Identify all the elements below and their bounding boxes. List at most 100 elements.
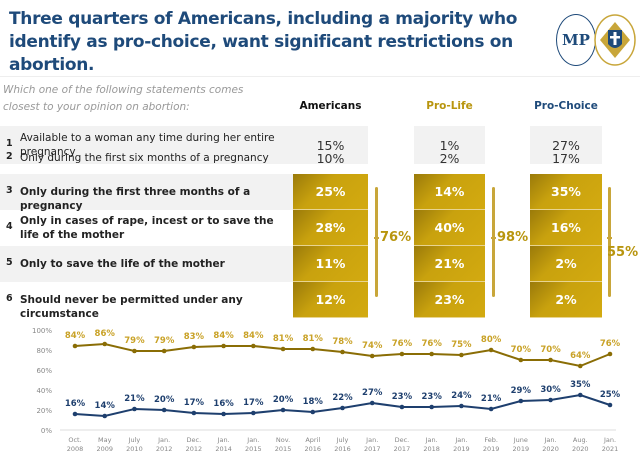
x-tick-label: Jan. 2018 (423, 436, 440, 453)
data-point (310, 346, 316, 352)
data-point (221, 411, 226, 417)
data-point (429, 404, 434, 410)
data-point (161, 407, 167, 413)
y-tick-label: 20% (36, 407, 52, 415)
y-tick-label: 40% (36, 387, 52, 395)
data-label: 35% (570, 380, 591, 390)
data-point (459, 403, 464, 409)
data-point (102, 341, 108, 347)
value-cell: 27% (530, 126, 602, 164)
data-label: 84% (213, 331, 234, 341)
data-label: 30% (540, 385, 561, 395)
x-tick-label: May 2009 (96, 436, 113, 453)
value-cell: 2% (439, 150, 460, 166)
column-header-pro-choice: Pro-Choice (534, 100, 598, 112)
data-point (221, 343, 226, 349)
y-tick-label: 80% (36, 347, 52, 355)
row-background (0, 246, 293, 282)
value-cell: 2% (530, 282, 602, 318)
x-tick-label: Dec. 2017 (394, 436, 411, 453)
value-cell: 11% (293, 246, 368, 282)
data-label: 14% (95, 401, 116, 411)
data-label: 23% (421, 392, 442, 402)
page-title: Three quarters of Americans, including a… (9, 9, 518, 75)
data-label: 84% (243, 331, 264, 341)
x-tick-label: Nov. 2015 (275, 436, 292, 453)
data-label: 20% (273, 395, 294, 405)
data-point (191, 410, 197, 416)
data-label: 79% (154, 336, 175, 346)
data-label: 74% (362, 341, 383, 351)
data-point (280, 407, 286, 413)
data-label: 84% (65, 331, 86, 341)
table-row: 6 Should never be permitted under any cir… (0, 282, 640, 320)
total-americans: 76% (374, 230, 411, 245)
value-cell: 25% (293, 174, 368, 210)
data-label: 16% (65, 399, 86, 409)
data-label: 25% (600, 390, 621, 400)
total-pro-choice: 55% (607, 230, 640, 260)
data-label: 18% (303, 397, 324, 407)
data-label: 17% (184, 398, 205, 408)
data-point (399, 404, 405, 410)
row-label: Should never be permitted under any circ… (20, 294, 243, 320)
value-cell: 15% (293, 126, 368, 164)
survey-question: Which one of the following statements co… (3, 84, 244, 113)
table-row: 1 Available to a woman any time during he… (0, 126, 640, 164)
x-tick-label: Jan. 2020 (542, 436, 559, 453)
data-label: 76% (392, 339, 413, 349)
x-tick-label: Jan. 2019 (453, 436, 470, 453)
data-point (518, 357, 524, 363)
divider (0, 76, 640, 77)
value-cell: 1% (414, 126, 485, 164)
data-point (72, 411, 78, 417)
data-point (607, 351, 613, 357)
data-label: 86% (95, 329, 116, 339)
data-point (548, 357, 553, 363)
data-label: 20% (154, 395, 175, 405)
row-number: 1 (6, 138, 13, 149)
data-label: 70% (511, 345, 532, 355)
data-label: 80% (481, 335, 502, 345)
row-number: 4 (6, 221, 13, 232)
x-tick-label: April 2016 (305, 436, 322, 453)
value-cell: 35% (530, 174, 602, 210)
row-number: 2 (6, 151, 13, 162)
x-tick-label: Feb. 2019 (483, 436, 500, 453)
x-tick-label: Jan. 2017 (364, 436, 381, 453)
data-label: 23% (392, 392, 413, 402)
data-point (488, 347, 494, 353)
data-point (607, 402, 613, 408)
column-header-americans: Americans (299, 100, 362, 112)
data-point (72, 343, 78, 349)
row-number: 3 (6, 185, 13, 196)
data-point (132, 348, 137, 354)
data-label: 76% (600, 339, 621, 349)
row-label: Available to a woman any time during her… (20, 132, 275, 158)
value-cell: 28% (293, 210, 368, 246)
x-tick-label: June 2019 (513, 436, 530, 453)
value-cell: 21% (414, 246, 485, 282)
data-point (577, 363, 583, 369)
data-label: 75% (451, 340, 472, 350)
x-tick-label: July 2010 (126, 436, 143, 453)
data-label: 21% (124, 394, 145, 404)
data-label: 70% (540, 345, 561, 355)
x-tick-label: Aug. 2020 (572, 436, 589, 453)
column-header-pro-life: Pro-Life (426, 100, 473, 112)
row-number: 6 (6, 293, 13, 304)
value-cell: 16% (530, 210, 602, 246)
data-point (518, 398, 524, 404)
data-point (340, 349, 345, 355)
data-point (369, 353, 375, 359)
table-row: 3 Only during the first three months of a… (0, 174, 640, 212)
data-point (251, 410, 256, 416)
data-point (280, 346, 286, 352)
data-label: 81% (303, 334, 324, 344)
data-point (251, 343, 256, 349)
trend-chart: 0% 20% 40% 60% 80% 100% Oct. 2008 May 2009 July 201… (32, 327, 621, 453)
data-label: 64% (570, 351, 591, 361)
x-tick-label: Dec. 2012 (186, 436, 203, 453)
data-point (548, 397, 553, 403)
x-tick-label: Jan. 2021 (602, 436, 619, 453)
